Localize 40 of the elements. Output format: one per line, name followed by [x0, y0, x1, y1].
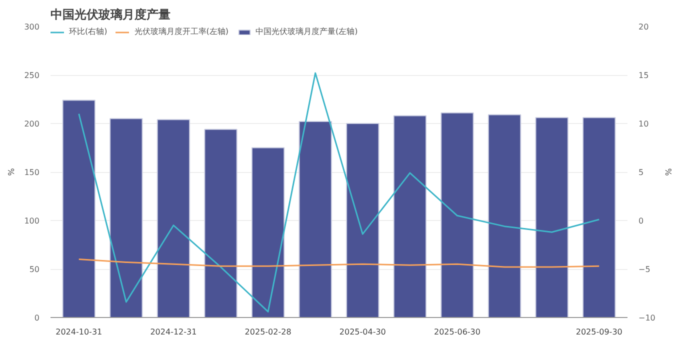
y2-tick-label: −5 — [638, 265, 650, 274]
y2-tick-label: 10 — [638, 120, 649, 128]
bar — [204, 128, 238, 318]
bar — [440, 112, 474, 318]
bar — [298, 121, 332, 318]
x-tick-label: 2024-10-31 — [56, 328, 102, 336]
y-tick-label: 250 — [24, 71, 40, 80]
y-tick-label: 50 — [29, 265, 40, 274]
legend-label: 环比(右轴) — [69, 26, 108, 37]
bar — [346, 123, 380, 318]
line-series — [78, 72, 600, 312]
bar — [393, 115, 427, 318]
x-tick-label: 2024-12-31 — [150, 328, 197, 336]
x-tick-label: 2025-04-30 — [339, 328, 386, 336]
line-series — [78, 258, 600, 268]
legend-label: 中国光伏玻璃月度产量(左轴) — [256, 26, 358, 37]
y2-tick-label: 20 — [638, 22, 649, 32]
y2-tick-label: 0 — [638, 216, 644, 226]
x-tick-label: 2025-06-30 — [434, 328, 480, 336]
y-tick-label: 300 — [24, 22, 40, 32]
y2-tick-label: 5 — [638, 168, 644, 177]
y2-axis-title: % — [663, 168, 672, 176]
y-tick-label: 0 — [34, 314, 40, 322]
y-tick-label: 150 — [24, 168, 40, 177]
bar — [582, 117, 616, 318]
y2-tick-label: 15 — [638, 71, 649, 80]
bar — [535, 117, 568, 318]
bar — [110, 118, 143, 318]
x-tick-label: 2025-02-28 — [244, 328, 292, 336]
y-tick-label: 100 — [24, 216, 40, 226]
bar — [488, 114, 522, 318]
x-tick-label: 2025-09-30 — [576, 328, 622, 336]
bar — [251, 147, 285, 318]
chart-title: 中国光伏玻璃月度产量 — [50, 8, 170, 22]
bar — [62, 100, 96, 318]
y2-tick-label: −10 — [638, 314, 656, 322]
y-axis-title: % — [7, 168, 16, 176]
bar — [156, 119, 190, 318]
legend-label: 光伏玻璃月度开工率(左轴) — [134, 26, 228, 37]
y-tick-label: 200 — [24, 120, 40, 128]
